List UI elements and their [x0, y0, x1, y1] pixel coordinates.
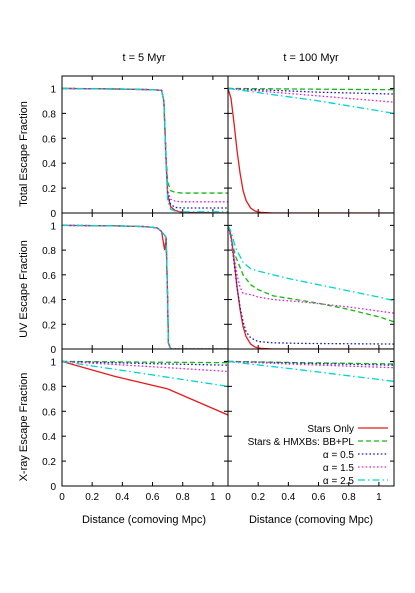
series-line-stars-only — [62, 224, 228, 349]
y-tick-label: 0.2 — [42, 320, 56, 331]
panel-2-0: 00.20.40.60.810 0.2 0.4 0.6 0.8 1 — [42, 348, 229, 503]
series-line-stars-hmxbs-bb-pl — [228, 225, 394, 323]
panel-grid: 00.20.40.60.8100.20.40.60.8100.20.40.60.… — [42, 75, 395, 503]
series-line--1-5 — [228, 225, 394, 314]
panel-1-1 — [227, 212, 395, 350]
series-line--0-5 — [62, 224, 228, 349]
series-line-stars-only — [62, 87, 228, 213]
x-tick-label: 0.2 — [85, 492, 99, 503]
x-tick-label: 0.2 — [251, 492, 265, 503]
legend-label: α = 0.5 — [323, 450, 355, 461]
y-tick-label: 0 — [50, 482, 56, 493]
xlabel-right: Distance (comoving Mpc) — [249, 514, 373, 526]
ylabel-uv: UV Escape Fraction — [18, 240, 30, 338]
x-tick-label: 0.8 — [176, 492, 190, 503]
series-line-stars-hmxbs-bb-pl — [228, 87, 394, 91]
x-tick-label: 0.8 — [342, 492, 356, 503]
y-tick-label: 0.4 — [42, 296, 56, 307]
legend-label: α = 1.5 — [323, 463, 355, 474]
series-line-stars-hmxbs-bb-pl — [62, 87, 228, 194]
series-line--1-5 — [62, 224, 228, 349]
panel-frame — [227, 348, 395, 487]
y-tick-label: 0.4 — [42, 432, 56, 443]
column-title-right: t = 100 Myr — [283, 52, 339, 64]
series-line--1-5 — [62, 360, 228, 373]
y-tick-label: 0 — [50, 209, 56, 220]
legend: Stars Only Stars & HMXBs: BB+PL α = 0.5 α =… — [248, 424, 388, 487]
y-tick-label: 1 — [50, 84, 56, 95]
x-tick-label: 0.6 — [312, 492, 326, 503]
legend-label: Stars & HMXBs: BB+PL — [248, 437, 355, 448]
y-tick-label: 0.4 — [42, 159, 56, 170]
xlabel-left: Distance (comoving Mpc) — [82, 514, 206, 526]
y-tick-label: 1 — [50, 221, 56, 232]
panel-frame — [61, 212, 229, 350]
legend-label: Stars Only — [307, 424, 354, 435]
ylabel-total: Total Escape Fraction — [18, 101, 30, 207]
panel-frame — [227, 212, 395, 350]
legend-label: α = 2.5 — [323, 476, 355, 487]
y-tick-label: 0.8 — [42, 109, 56, 120]
x-tick-label: 0 — [225, 492, 231, 503]
panel-2-1: 0 0.2 0.4 0.6 0.8 1 — [225, 348, 395, 503]
y-tick-label: 1 — [50, 357, 56, 368]
panel-0-1 — [227, 75, 395, 214]
x-tick-label: 1 — [376, 492, 382, 503]
series-line-stars-only — [228, 225, 394, 349]
y-tick-label: 0 — [50, 345, 56, 356]
x-tick-label: 0.4 — [281, 492, 295, 503]
panel-0-0: 0 0.2 0.4 0.6 0.8 1 — [42, 75, 229, 220]
series-line-stars-only — [62, 360, 228, 416]
ylabel-xray: X-ray Escape Fraction — [18, 373, 30, 482]
y-tick-label: 0.2 — [42, 184, 56, 195]
x-tick-label: 1 — [210, 492, 216, 503]
series-line--1-5 — [62, 87, 228, 203]
series-line-stars-hmxbs-bb-pl — [62, 360, 228, 364]
series-line-stars-only — [228, 88, 394, 213]
series-line--2-5 — [228, 225, 394, 302]
series-line--2-5 — [228, 360, 394, 383]
series-line-stars-hmxbs-bb-pl — [228, 360, 394, 365]
series-line--2-5 — [62, 360, 228, 388]
y-tick-label: 0.6 — [42, 407, 56, 418]
y-tick-label: 0.2 — [42, 457, 56, 468]
y-tick-label: 0.6 — [42, 134, 56, 145]
series-line-stars-hmxbs-bb-pl — [62, 224, 228, 349]
x-tick-label: 0.6 — [146, 492, 160, 503]
panel-frame — [227, 75, 395, 214]
series-line--2-5 — [228, 87, 394, 115]
y-tick-label: 0.6 — [42, 271, 56, 282]
x-tick-label: 0.4 — [115, 492, 129, 503]
y-tick-label: 0.8 — [42, 382, 56, 393]
series-line--0-5 — [228, 225, 394, 345]
series-line--2-5 — [62, 224, 228, 349]
series-line--0-5 — [62, 87, 228, 209]
x-tick-label: 0 — [59, 492, 65, 503]
panel-1-0: 0 0.2 0.4 0.6 0.8 1 — [42, 212, 229, 356]
y-tick-label: 0.8 — [42, 246, 56, 257]
column-title-left: t = 5 Myr — [122, 52, 165, 64]
